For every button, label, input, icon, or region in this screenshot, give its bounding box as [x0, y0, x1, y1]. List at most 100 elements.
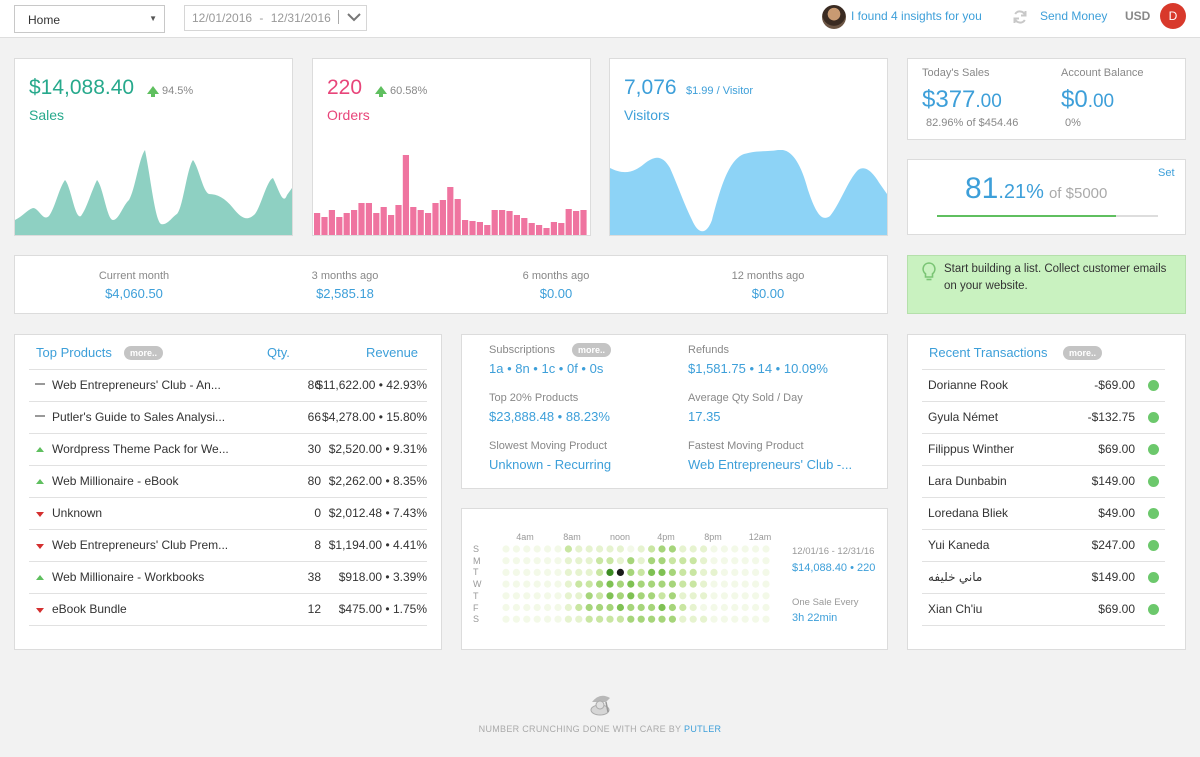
order-bar — [328, 210, 335, 235]
set-goal-link[interactable]: Set — [1158, 167, 1175, 179]
product-name[interactable]: Web Millionaire - Workbooks — [52, 570, 205, 584]
heatmap-cell — [637, 580, 645, 588]
heatmap-cell — [689, 568, 697, 576]
top-products-more-button[interactable]: more.. — [124, 346, 164, 360]
product-qty: 12 — [307, 602, 321, 616]
heatmap-cell — [523, 568, 531, 576]
product-name[interactable]: Web Entrepreneurs' Club Prem... — [52, 538, 229, 552]
product-row[interactable]: eBook Bundle 12 $475.00 • 1.75% — [29, 593, 427, 625]
customer-name[interactable]: Lara Dunbabin — [928, 474, 1007, 488]
sales-card[interactable]: $14,088.40 94.5% Sales — [14, 58, 293, 236]
insights-link[interactable]: I found 4 insights for you — [851, 9, 982, 23]
top-products-title[interactable]: Top Products — [36, 345, 112, 360]
product-name[interactable]: Wordpress Theme Pack for We... — [52, 442, 229, 456]
heatmap-cell — [741, 545, 749, 553]
fastest-product-value[interactable]: Web Entrepreneurs' Club -... — [688, 457, 853, 472]
send-money-link[interactable]: Send Money — [1040, 9, 1108, 23]
user-avatar[interactable]: D — [1160, 3, 1186, 29]
product-row[interactable]: Putler's Guide to Sales Analysi... 66 $4,2… — [29, 401, 427, 433]
customer-name[interactable]: Dorianne Rook — [928, 378, 1009, 392]
transaction-row[interactable]: Filippus Winther $69.00 — [922, 433, 1165, 465]
recent-transactions-title[interactable]: Recent Transactions — [929, 345, 1048, 360]
period-comparison-card: Current month $4,060.50 3 months ago $2,58… — [14, 255, 888, 314]
heatmap-cell — [689, 557, 697, 565]
slowest-product-label: Slowest Moving Product — [489, 440, 607, 452]
heatmap-cell — [627, 580, 635, 588]
heatmap-cell — [679, 545, 687, 553]
subscriptions-value[interactable]: 1a • 8n • 1c • 0f • 0s — [489, 361, 604, 376]
currency-selector[interactable]: USD — [1125, 9, 1151, 23]
product-name[interactable]: Web Millionaire - eBook — [52, 474, 179, 488]
visitors-card[interactable]: 7,076 $1.99 / Visitor Visitors — [609, 58, 888, 236]
heatmap-cell — [533, 545, 541, 553]
heatmap-cell — [731, 580, 739, 588]
product-row[interactable]: Web Entrepreneurs' Club - An... 86 $11,622… — [29, 369, 427, 401]
product-qty: 80 — [307, 474, 321, 488]
product-name[interactable]: eBook Bundle — [52, 602, 127, 616]
order-bar — [314, 213, 321, 235]
transaction-row[interactable]: Dorianne Rook -$69.00 — [922, 369, 1165, 401]
customer-name[interactable]: Gyula Német — [928, 410, 999, 424]
revenue-column-header[interactable]: Revenue — [366, 345, 419, 360]
refresh-icon[interactable] — [1012, 9, 1028, 25]
heatmap-cell — [575, 580, 583, 588]
row-divider — [922, 497, 1165, 498]
date-range-picker[interactable]: 12/01/2016 - 12/31/2016 — [184, 5, 367, 31]
heatmap-cell — [762, 603, 770, 612]
chevron-down-icon[interactable] — [345, 8, 363, 26]
product-row[interactable]: Unknown 0 $2,012.48 • 7.43% — [29, 497, 427, 529]
heatmap-cell — [741, 568, 749, 576]
product-name[interactable]: Unknown — [52, 506, 103, 520]
row-divider — [29, 497, 427, 498]
heatmap-day-label: W — [473, 579, 482, 590]
product-row[interactable]: Wordpress Theme Pack for We... 30 $2,520.0… — [29, 433, 427, 465]
subscriptions-more-button[interactable]: more.. — [572, 343, 612, 357]
top20-value[interactable]: $23,888.48 • 88.23% — [489, 409, 610, 424]
transaction-row[interactable]: Loredana Bliek $49.00 — [922, 497, 1165, 529]
customer-name[interactable]: Xian Ch'iu — [928, 602, 983, 616]
product-name[interactable]: Putler's Guide to Sales Analysi... — [52, 410, 226, 424]
product-row[interactable]: Web Millionaire - Workbooks 38 $918.00 • 3… — [29, 561, 427, 593]
customer-name[interactable]: ماني خليفه — [928, 570, 983, 584]
product-name[interactable]: Web Entrepreneurs' Club - An... — [52, 378, 221, 392]
customer-name[interactable]: Loredana Bliek — [928, 506, 1009, 520]
transaction-row[interactable]: Gyula Német -$132.75 — [922, 401, 1165, 433]
heatmap-cell — [512, 603, 520, 612]
assistant-avatar[interactable] — [822, 5, 846, 29]
row-divider — [922, 401, 1165, 402]
transaction-amount: $247.00 — [1091, 538, 1135, 552]
heatmap-cell — [710, 603, 718, 612]
heatmap-cell — [710, 545, 718, 553]
product-row[interactable]: Web Millionaire - eBook 80 $2,262.00 • 8.3… — [29, 465, 427, 497]
transaction-row[interactable]: ماني خليفه $149.00 — [922, 561, 1165, 593]
transaction-row[interactable]: Xian Ch'iu $69.00 — [922, 593, 1165, 625]
product-revenue: $4,278.00 • 15.80% — [322, 410, 427, 424]
heatmap-cell — [679, 568, 687, 576]
transaction-row[interactable]: Yui Kaneda $247.00 — [922, 529, 1165, 561]
tip-banner[interactable]: Start building a list. Collect customer … — [907, 255, 1186, 314]
refunds-value[interactable]: $1,581.75 • 14 • 10.09% — [688, 361, 828, 376]
product-qty: 66 — [307, 410, 321, 424]
putler-link[interactable]: PUTLER — [684, 724, 722, 734]
account-balance-label: Account Balance — [1061, 67, 1144, 79]
heatmap-cell — [575, 568, 583, 576]
product-row[interactable]: Web Entrepreneurs' Club Prem... 8 $1,194.0… — [29, 529, 427, 561]
transaction-row[interactable]: Lara Dunbabin $149.00 — [922, 465, 1165, 497]
status-dot — [1148, 476, 1159, 487]
transactions-more-button[interactable]: more.. — [1063, 346, 1103, 360]
sales-label: Sales — [29, 107, 65, 123]
customer-name[interactable]: Yui Kaneda — [928, 538, 990, 552]
visitors-label: Visitors — [624, 107, 670, 123]
page-select[interactable]: Home ▼ — [14, 5, 165, 33]
fastest-product-label: Fastest Moving Product — [688, 440, 804, 452]
customer-name[interactable]: Filippus Winther — [928, 442, 1015, 456]
period-6-months: 6 months ago $0.00 — [522, 270, 590, 301]
qty-column-header[interactable]: Qty. — [267, 345, 290, 360]
orders-label: Orders — [327, 107, 370, 123]
slowest-product-value[interactable]: Unknown - Recurring — [489, 457, 612, 472]
heatmap-cell — [544, 557, 552, 565]
heatmap-cell — [752, 557, 760, 565]
orders-card[interactable]: 220 60.58% Orders — [312, 58, 591, 236]
heatmap-cell — [658, 545, 666, 553]
order-bar — [536, 225, 543, 235]
